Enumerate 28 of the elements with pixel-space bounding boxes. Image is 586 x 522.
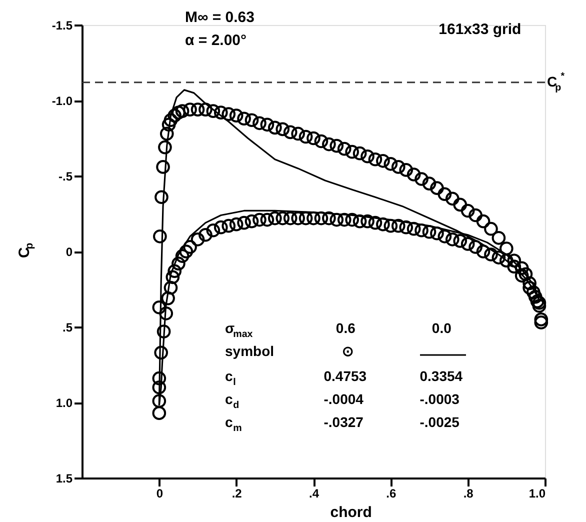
y-tick-label: -1.5: [52, 18, 73, 32]
annotation: 0.3354: [420, 368, 463, 384]
annotation: -.0327: [324, 414, 364, 430]
annotation: -.0003: [420, 391, 460, 407]
x-tick-label: .4: [308, 486, 320, 500]
x-tick-label: .8: [463, 486, 474, 500]
x-tick-label: .2: [232, 486, 242, 500]
y-tick-label: -.5: [58, 170, 73, 184]
annotation: symbol: [225, 343, 274, 359]
annotation: 0.0: [432, 320, 452, 336]
annotation: M∞ = 0.63: [185, 9, 254, 26]
x-tick-label: 0: [156, 486, 164, 500]
y-axis-title: Cp: [16, 242, 36, 258]
annotation: ⊙: [342, 343, 354, 359]
y-tick-label: .5: [62, 320, 73, 334]
y-tick-label: 1.0: [56, 396, 73, 410]
annotation: 161x33 grid: [438, 21, 522, 38]
y-tick-label: 0: [66, 245, 73, 259]
x-tick-label: .6: [386, 486, 396, 500]
annotation: α = 2.00°: [185, 32, 247, 49]
annotation: 0.4753: [324, 368, 367, 384]
annotation: 0.6: [336, 320, 356, 336]
x-tick-label: 1.0: [528, 486, 546, 500]
annotation: -.0004: [324, 391, 364, 407]
annotation: -.0025: [420, 414, 460, 430]
y-tick-label: 1.5: [56, 472, 73, 486]
x-axis-title: chord: [330, 504, 372, 521]
y-tick-label: -1.0: [52, 94, 73, 108]
